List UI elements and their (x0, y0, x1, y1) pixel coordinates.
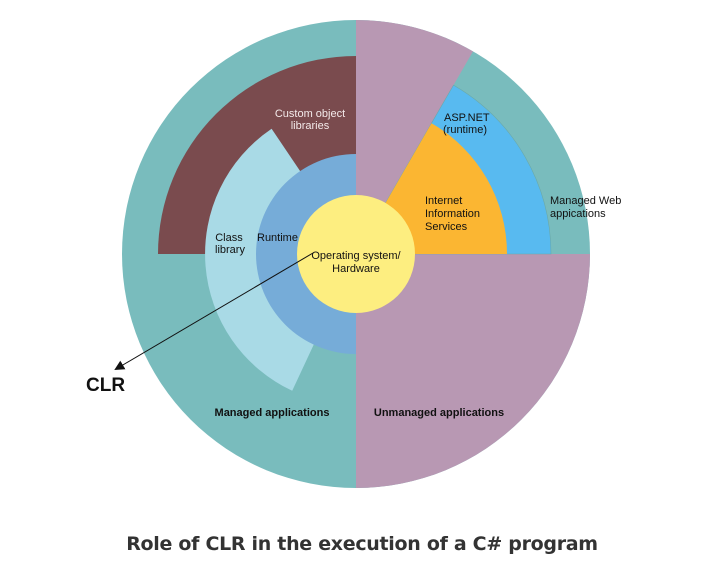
custom-object-libraries-label: Custom object (275, 108, 345, 120)
iis-label: Internet (425, 195, 462, 207)
runtime-label: Runtime (257, 232, 298, 244)
managed-applications-label: Managed applications (215, 407, 330, 419)
iis-label-2: Information (425, 208, 480, 220)
os-hardware-core (297, 195, 415, 313)
clr-arrow (114, 252, 314, 371)
clr-label: CLR (86, 375, 125, 396)
os-label-2: Hardware (332, 263, 380, 275)
managed-web-label-2: appications (550, 208, 606, 220)
class-library-label-2: library (215, 244, 245, 256)
iis-label-3: Services (425, 221, 468, 233)
unmanaged-applications-label: Unmanaged applications (374, 407, 504, 419)
managed-web-label: Managed Web (550, 195, 621, 207)
unmanaged-applications-quadrant (356, 254, 590, 488)
custom-object-libraries-label-2: libraries (291, 120, 330, 132)
aspnet-label-2: (runtime) (443, 124, 487, 136)
figure-caption: Role of CLR in the execution of a C# pro… (126, 533, 598, 555)
class-library-label: Class (215, 232, 243, 244)
unmanaged-applications-wedge (356, 20, 473, 254)
os-label: Operating system/ (311, 250, 401, 262)
aspnet-label: ASP.NET (444, 112, 490, 124)
